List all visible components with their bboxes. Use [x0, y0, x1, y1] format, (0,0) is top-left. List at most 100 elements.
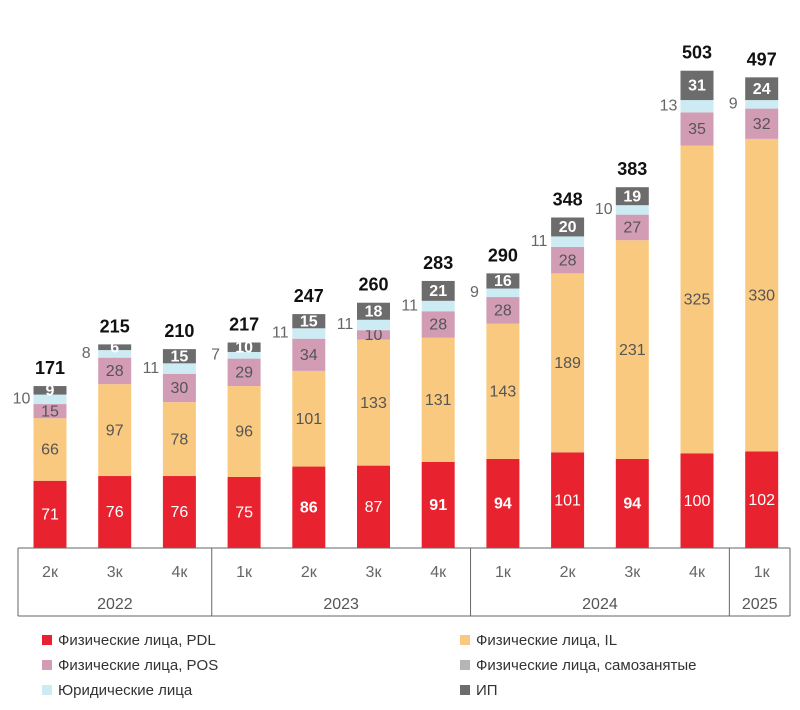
data-label: 143 — [490, 383, 517, 400]
bar-segment — [680, 70, 714, 101]
total-label: 217 — [229, 315, 259, 335]
total-label: 497 — [747, 49, 777, 69]
data-label: 7 — [211, 347, 220, 364]
data-label: 94 — [494, 496, 512, 513]
data-label: 10 — [13, 391, 31, 408]
data-label: 28 — [559, 252, 577, 269]
bar-segment — [421, 280, 455, 301]
bar-segment — [615, 458, 649, 548]
legend-swatch — [42, 635, 52, 645]
legend-label: Физические лица, IL — [476, 632, 617, 649]
bar-segment — [33, 418, 67, 481]
bar-segment — [421, 337, 455, 462]
bar-segment — [421, 300, 455, 312]
bar-segment — [745, 108, 779, 139]
data-label: 87 — [365, 499, 383, 516]
data-label: 10 — [595, 201, 613, 218]
total-label: 171 — [35, 358, 65, 378]
bar-segment — [745, 138, 779, 452]
data-label: 35 — [688, 121, 706, 138]
data-label: 11 — [272, 325, 289, 342]
data-label: 325 — [684, 292, 711, 309]
tick-label: 2к — [560, 564, 577, 581]
data-label: 11 — [337, 316, 354, 333]
bar-segment — [292, 338, 326, 371]
bar-segment — [680, 112, 714, 146]
tick-label: 1к — [236, 564, 253, 581]
bar-segment — [357, 339, 390, 466]
year-label: 2022 — [97, 596, 133, 613]
bar-segment — [745, 77, 779, 101]
legend-swatch — [42, 660, 52, 670]
data-label: 96 — [235, 424, 253, 441]
data-label: 330 — [748, 287, 775, 304]
data-label: 9 — [470, 284, 479, 301]
bar-segment — [33, 394, 67, 405]
data-label: 131 — [425, 392, 452, 409]
legend-swatch — [460, 635, 470, 645]
bar-segment — [551, 452, 585, 548]
data-label: 9 — [729, 96, 738, 113]
data-label: 94 — [623, 496, 641, 513]
data-label: 8 — [82, 345, 91, 362]
data-label: 75 — [235, 505, 253, 522]
bar-segment — [98, 476, 132, 548]
bar-segment — [357, 465, 390, 548]
data-label: 16 — [494, 273, 512, 290]
bar-segment — [680, 145, 714, 454]
tick-label: 3к — [366, 564, 383, 581]
tick-label: 4к — [171, 564, 188, 581]
legend-label: Физические лица, самозанятые — [476, 657, 697, 674]
bar-segment — [615, 205, 649, 215]
data-label: 21 — [429, 283, 447, 300]
data-label: 97 — [106, 422, 124, 439]
bar-segment — [292, 328, 326, 339]
year-label: 2023 — [323, 596, 359, 613]
bar-segment — [680, 100, 714, 113]
bar-segment — [551, 236, 585, 247]
bar-segment — [486, 297, 520, 324]
bar-segment — [227, 351, 261, 359]
data-label: 13 — [660, 97, 678, 114]
total-label: 348 — [553, 189, 583, 209]
legend-label: Юридические лица — [58, 682, 193, 699]
data-label: 100 — [684, 493, 711, 510]
bar-segment — [98, 357, 132, 385]
legend-label: Физические лица, PDL — [58, 632, 216, 649]
bar-segment — [551, 246, 585, 274]
data-label: 28 — [429, 317, 447, 334]
tick-label: 3к — [624, 564, 641, 581]
bar-segment — [227, 476, 261, 548]
bar-segment — [162, 402, 196, 477]
bar-segment — [33, 386, 67, 395]
legend-label: ИП — [476, 682, 498, 699]
tick-label: 4к — [689, 564, 706, 581]
data-label: 86 — [300, 499, 318, 516]
bar-segment — [33, 404, 67, 419]
data-label: 231 — [619, 342, 646, 359]
bar-segment — [33, 480, 67, 548]
data-label: 11 — [401, 297, 418, 314]
data-label: 76 — [106, 504, 124, 521]
bar-segment — [227, 342, 261, 352]
data-label: 15 — [41, 403, 59, 420]
data-label: 30 — [171, 380, 189, 397]
bar-segment — [162, 363, 196, 374]
data-label: 91 — [429, 497, 447, 514]
bar-segment — [486, 458, 520, 548]
tick-label: 4к — [430, 564, 447, 581]
data-label: 32 — [753, 116, 771, 133]
bar-segment — [162, 349, 196, 364]
total-label: 210 — [164, 321, 194, 341]
data-label: 101 — [554, 492, 581, 509]
bar-segment — [357, 302, 390, 320]
bar-segment — [551, 217, 585, 237]
data-label: 18 — [365, 303, 383, 320]
total-label: 383 — [617, 159, 647, 179]
bar-segment — [745, 100, 779, 109]
bar-segment — [292, 466, 326, 548]
tick-label: 3к — [107, 564, 124, 581]
data-label: 189 — [554, 355, 581, 372]
